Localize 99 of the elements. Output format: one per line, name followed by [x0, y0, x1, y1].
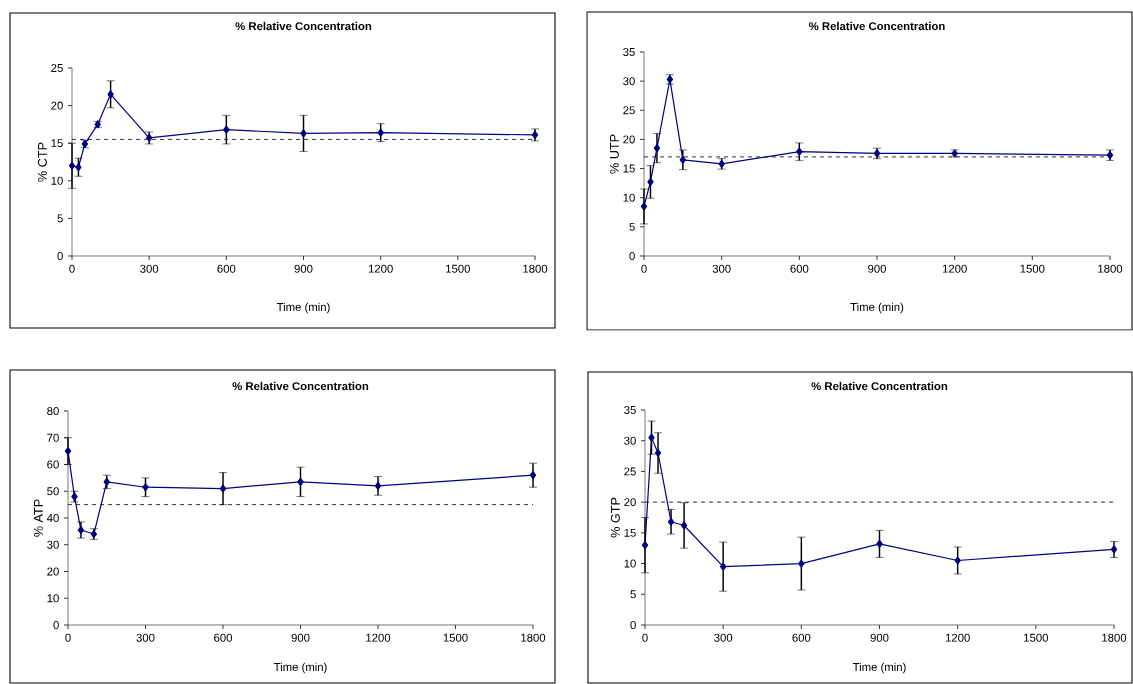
point — [75, 163, 82, 172]
y-tick-label: 60 — [47, 460, 59, 469]
y-tick-label: 20 — [623, 135, 635, 144]
x-tick-label: 300 — [712, 264, 731, 273]
y-tick-label: 30 — [623, 77, 635, 86]
point — [377, 128, 384, 137]
x-tick-label: 1200 — [366, 633, 391, 642]
point — [647, 177, 654, 187]
point — [107, 90, 114, 99]
y-tick-label: 20 — [47, 567, 59, 576]
x-tick-label: 1800 — [1102, 633, 1127, 642]
point — [640, 202, 648, 211]
y-tick-label: 30 — [47, 540, 59, 549]
y-tick-label: 70 — [47, 433, 59, 442]
point — [1110, 545, 1118, 554]
x-axis-title: Time (min) — [273, 662, 327, 674]
point — [223, 125, 230, 134]
x-tick-label: 0 — [641, 264, 647, 273]
chart-title: % Relative Concentration — [808, 21, 945, 31]
chart-title: % Relative Concentration — [811, 381, 948, 391]
x-tick-label: 1500 — [443, 633, 468, 642]
x-tick-label: 1200 — [942, 264, 967, 273]
point — [297, 477, 304, 486]
x-tick-label: 1200 — [945, 633, 970, 642]
x-axis-title: Time (min) — [276, 302, 330, 314]
y-tick-label: 35 — [623, 47, 635, 56]
point — [719, 562, 727, 571]
y-tick-label: 40 — [46, 513, 59, 522]
chart-title: % Relative Concentration — [232, 381, 369, 391]
point — [219, 484, 227, 493]
x-tick-label: 300 — [136, 633, 155, 642]
x-tick-label: 0 — [642, 633, 648, 642]
point — [648, 433, 655, 442]
point — [680, 521, 688, 530]
point — [796, 147, 803, 156]
x-tick-label: 300 — [714, 633, 733, 642]
point — [77, 525, 85, 535]
point — [654, 448, 662, 458]
point — [300, 129, 307, 138]
x-tick-label: 1500 — [1024, 633, 1048, 642]
y-tick-label: 0 — [630, 620, 636, 629]
y-axis-title: % ATP — [34, 499, 43, 537]
y-tick-label: 10 — [51, 176, 63, 185]
point — [64, 447, 72, 456]
y-tick-label: 20 — [51, 101, 63, 110]
x-tick-label: 900 — [870, 633, 889, 642]
y-tick-label: 25 — [623, 106, 635, 115]
y-axis-title: % GTP — [610, 497, 620, 538]
point — [529, 471, 537, 480]
y-tick-label: 5 — [57, 214, 63, 223]
x-tick-label: 900 — [294, 264, 313, 273]
x-tick-label: 0 — [69, 264, 75, 273]
x-tick-label: 1800 — [523, 264, 548, 273]
x-tick-label: 600 — [790, 264, 809, 273]
y-tick-label: 5 — [630, 590, 636, 599]
x-tick-label: 1800 — [1098, 264, 1123, 273]
x-tick-label: 900 — [291, 633, 310, 642]
x-tick-label: 1500 — [1020, 264, 1045, 273]
point — [798, 559, 805, 568]
point — [641, 541, 649, 550]
y-tick-label: 35 — [624, 405, 636, 414]
point — [679, 155, 687, 164]
y-tick-label: 30 — [624, 436, 636, 445]
y-tick-label: 80 — [47, 406, 59, 415]
y-axis-title: % CTP — [37, 142, 47, 182]
point — [653, 144, 661, 153]
y-tick-label: 10 — [47, 594, 59, 603]
y-tick-label: 10 — [623, 193, 635, 202]
x-tick-label: 1800 — [521, 633, 546, 642]
point — [68, 161, 76, 170]
x-axis-title: Time (min) — [852, 662, 906, 674]
y-tick-label: 0 — [629, 251, 635, 260]
x-tick-label: 0 — [65, 633, 71, 642]
chart-title: % Relative Concentration — [235, 21, 372, 31]
point — [374, 481, 382, 490]
point — [954, 556, 961, 565]
x-tick-label: 1500 — [446, 264, 470, 273]
y-tick-label: 25 — [51, 63, 63, 72]
x-tick-label: 1200 — [368, 264, 393, 273]
y-tick-label: 0 — [57, 251, 63, 260]
x-tick-label: 600 — [214, 633, 233, 642]
y-tick-label: 10 — [624, 559, 636, 568]
point — [667, 517, 675, 526]
y-tick-label: 50 — [47, 487, 59, 496]
y-tick-label: 5 — [629, 222, 635, 231]
y-tick-label: 15 — [51, 139, 63, 148]
y-tick-label: 0 — [53, 620, 59, 629]
y-tick-label: 20 — [624, 498, 636, 507]
x-axis-title: Time (min) — [850, 302, 904, 314]
x-tick-label: 600 — [217, 264, 236, 273]
y-tick-label: 25 — [624, 467, 636, 476]
x-tick-label: 900 — [868, 264, 887, 273]
x-tick-label: 600 — [792, 633, 811, 642]
y-tick-label: 15 — [623, 164, 635, 173]
y-axis-title: % UTP — [609, 134, 619, 174]
point — [142, 483, 149, 492]
point — [876, 539, 883, 548]
y-tick-label: 15 — [624, 528, 636, 537]
x-tick-label: 300 — [140, 264, 159, 273]
